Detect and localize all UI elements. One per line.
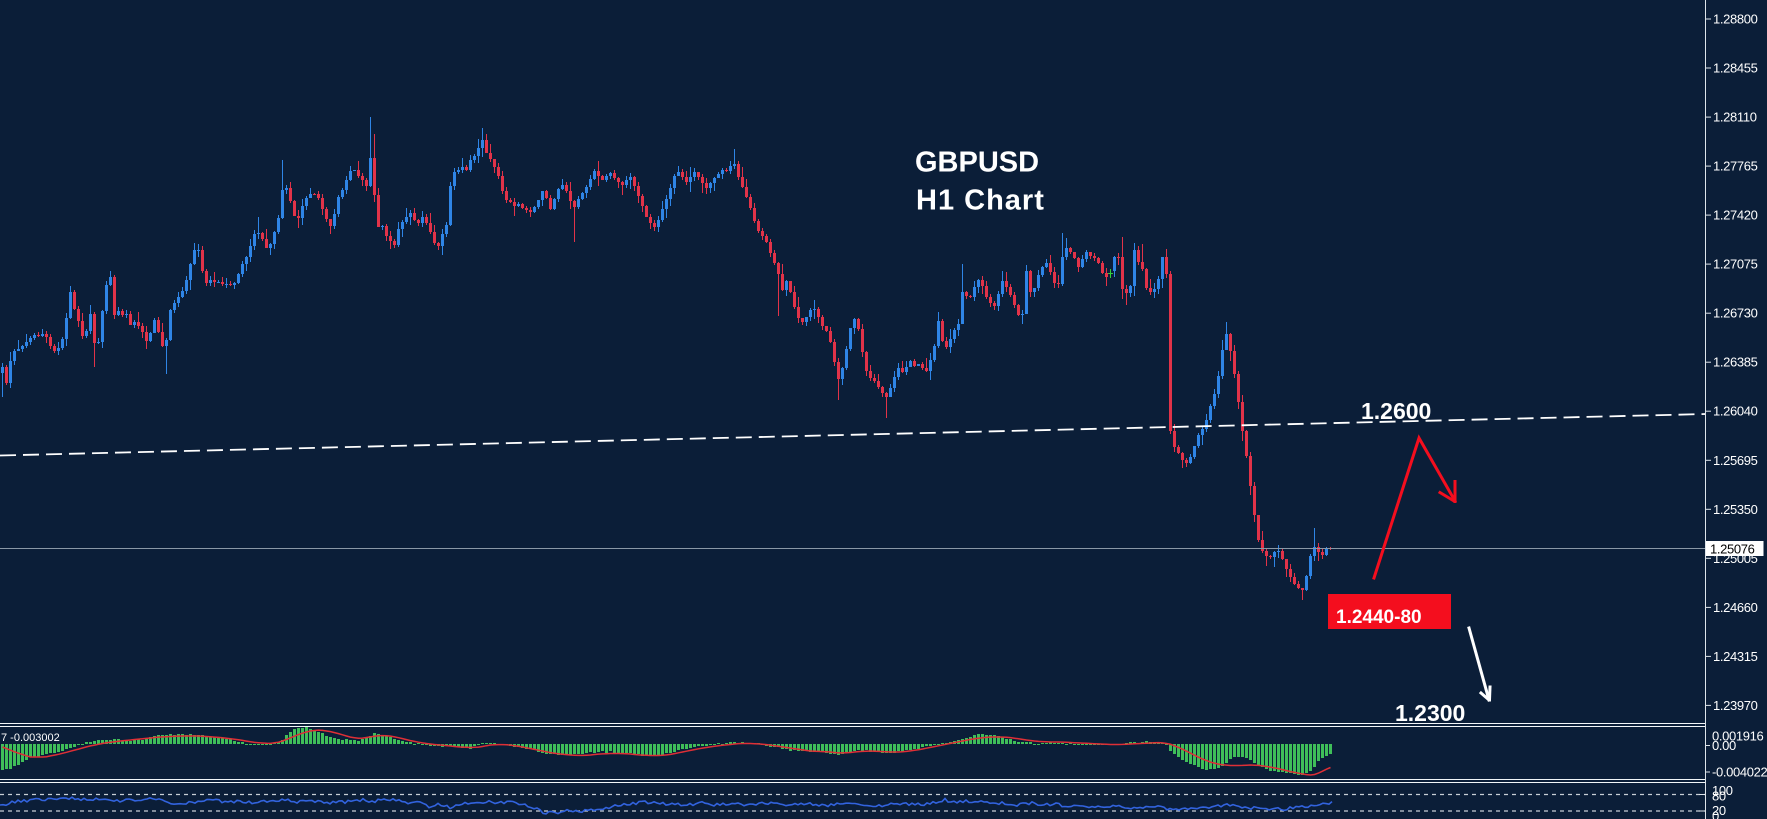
- svg-text:GBPUSD: GBPUSD: [915, 147, 1039, 179]
- svg-text:0.001916: 0.001916: [1712, 729, 1764, 744]
- svg-text:-0.004022: -0.004022: [1712, 765, 1767, 780]
- svg-text:1.24315: 1.24315: [1713, 649, 1758, 664]
- svg-text:1.25076: 1.25076: [1710, 542, 1755, 557]
- svg-text:1.2600: 1.2600: [1361, 398, 1431, 424]
- svg-text:7 -0.003002: 7 -0.003002: [1, 732, 60, 744]
- svg-text:1.2300: 1.2300: [1395, 700, 1465, 726]
- svg-text:0.00: 0.00: [1712, 738, 1736, 753]
- svg-text:1.28800: 1.28800: [1713, 12, 1758, 27]
- svg-text:1.27075: 1.27075: [1713, 257, 1758, 272]
- svg-text:1.26385: 1.26385: [1713, 355, 1758, 370]
- svg-text:1.23970: 1.23970: [1713, 698, 1758, 713]
- svg-text:0: 0: [1712, 808, 1719, 819]
- svg-text:1.26040: 1.26040: [1713, 404, 1758, 419]
- svg-text:1.25695: 1.25695: [1713, 453, 1758, 468]
- svg-text:20: 20: [1712, 803, 1726, 818]
- svg-text:1.25350: 1.25350: [1713, 502, 1758, 517]
- svg-text:80: 80: [1712, 788, 1726, 803]
- svg-text:1.27765: 1.27765: [1713, 159, 1758, 174]
- svg-text:1.24660: 1.24660: [1713, 600, 1758, 615]
- svg-text:1.26730: 1.26730: [1713, 306, 1758, 321]
- svg-text:1.28455: 1.28455: [1713, 61, 1758, 76]
- svg-text:1.28110: 1.28110: [1713, 110, 1757, 125]
- svg-text:H1 Chart: H1 Chart: [916, 185, 1045, 217]
- svg-text:1.2440-80: 1.2440-80: [1336, 607, 1422, 628]
- svg-text:100: 100: [1712, 783, 1733, 798]
- svg-text:1.27420: 1.27420: [1713, 208, 1758, 223]
